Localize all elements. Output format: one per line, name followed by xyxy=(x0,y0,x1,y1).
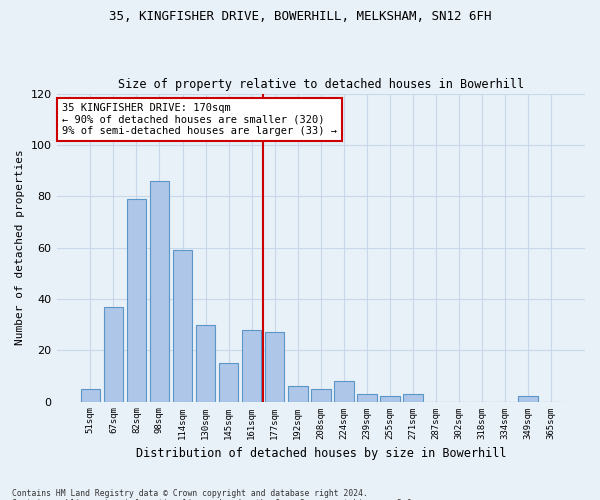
Bar xyxy=(127,199,146,402)
Bar xyxy=(288,386,308,402)
Bar xyxy=(196,324,215,402)
Bar xyxy=(242,330,262,402)
Bar xyxy=(380,396,400,402)
Y-axis label: Number of detached properties: Number of detached properties xyxy=(15,150,25,346)
Bar xyxy=(219,363,238,402)
Bar xyxy=(403,394,423,402)
Bar xyxy=(518,396,538,402)
Text: Contains HM Land Registry data © Crown copyright and database right 2024.: Contains HM Land Registry data © Crown c… xyxy=(12,488,368,498)
Text: Contains public sector information licensed under the Open Government Licence v3: Contains public sector information licen… xyxy=(12,498,416,500)
Text: 35 KINGFISHER DRIVE: 170sqm
← 90% of detached houses are smaller (320)
9% of sem: 35 KINGFISHER DRIVE: 170sqm ← 90% of det… xyxy=(62,103,337,136)
Title: Size of property relative to detached houses in Bowerhill: Size of property relative to detached ho… xyxy=(118,78,524,91)
Bar xyxy=(357,394,377,402)
Bar xyxy=(334,381,353,402)
X-axis label: Distribution of detached houses by size in Bowerhill: Distribution of detached houses by size … xyxy=(136,447,506,460)
Bar xyxy=(104,306,123,402)
Bar xyxy=(149,181,169,402)
Bar xyxy=(265,332,284,402)
Bar xyxy=(80,388,100,402)
Bar xyxy=(173,250,193,402)
Text: 35, KINGFISHER DRIVE, BOWERHILL, MELKSHAM, SN12 6FH: 35, KINGFISHER DRIVE, BOWERHILL, MELKSHA… xyxy=(109,10,491,23)
Bar xyxy=(311,388,331,402)
